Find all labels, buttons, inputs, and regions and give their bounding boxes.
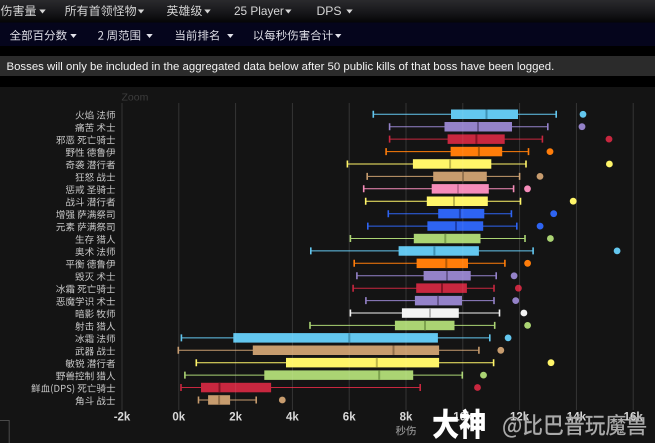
svg-text:6k: 6k bbox=[343, 412, 356, 424]
svg-text:Bosses will only be included i: Bosses will only be included in the aggr… bbox=[7, 61, 555, 73]
svg-text:DPS: DPS bbox=[317, 4, 342, 18]
svg-text:25 Player: 25 Player bbox=[234, 4, 284, 18]
svg-text:Zoom: Zoom bbox=[122, 92, 149, 104]
svg-text:0k: 0k bbox=[172, 412, 185, 424]
svg-text:2k: 2k bbox=[229, 412, 242, 424]
svg-text:8k: 8k bbox=[400, 412, 413, 424]
svg-text:4k: 4k bbox=[286, 412, 299, 424]
svg-text:-2k: -2k bbox=[114, 412, 131, 424]
